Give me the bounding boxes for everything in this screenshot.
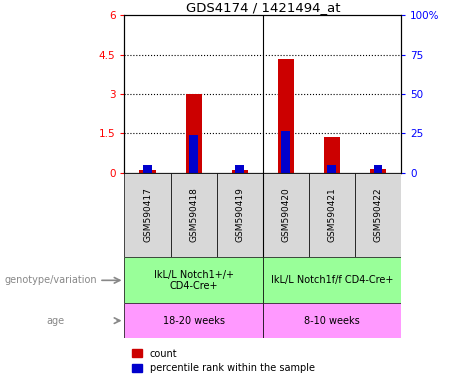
- Bar: [124, 303, 263, 338]
- Title: GDS4174 / 1421494_at: GDS4174 / 1421494_at: [185, 1, 340, 14]
- Bar: [124, 257, 263, 303]
- Bar: [355, 173, 401, 257]
- Text: GSM590422: GSM590422: [373, 188, 383, 242]
- Bar: [278, 59, 294, 173]
- Bar: [143, 165, 152, 173]
- Bar: [263, 303, 401, 338]
- Bar: [217, 173, 263, 257]
- Text: IkL/L Notch1f/f CD4-Cre+: IkL/L Notch1f/f CD4-Cre+: [271, 275, 393, 285]
- Text: GSM590419: GSM590419: [235, 188, 244, 242]
- Legend: count, percentile rank within the sample: count, percentile rank within the sample: [130, 346, 318, 376]
- Bar: [185, 94, 202, 173]
- Bar: [171, 173, 217, 257]
- Bar: [231, 170, 248, 173]
- Bar: [370, 169, 386, 173]
- Bar: [140, 170, 156, 173]
- Bar: [327, 165, 337, 173]
- Text: GSM590418: GSM590418: [189, 188, 198, 242]
- Text: 18-20 weeks: 18-20 weeks: [163, 316, 225, 326]
- Text: age: age: [46, 316, 64, 326]
- Text: GSM590417: GSM590417: [143, 188, 152, 242]
- Bar: [324, 137, 340, 173]
- Bar: [373, 165, 383, 173]
- Bar: [263, 257, 401, 303]
- Bar: [189, 136, 198, 173]
- Text: GSM590421: GSM590421: [327, 188, 337, 242]
- Bar: [281, 131, 290, 173]
- Text: genotype/variation: genotype/variation: [5, 275, 97, 285]
- Text: IkL/L Notch1+/+
CD4-Cre+: IkL/L Notch1+/+ CD4-Cre+: [154, 270, 234, 291]
- Text: GSM590420: GSM590420: [281, 188, 290, 242]
- Bar: [309, 173, 355, 257]
- Bar: [124, 173, 171, 257]
- Bar: [235, 165, 244, 173]
- Text: 8-10 weeks: 8-10 weeks: [304, 316, 360, 326]
- Bar: [263, 173, 309, 257]
